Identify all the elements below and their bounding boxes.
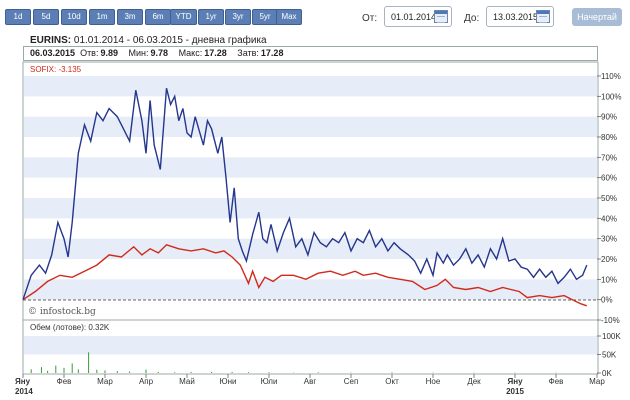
grid-band xyxy=(24,279,597,300)
x-tick-label: Юни xyxy=(220,377,237,386)
chart-header: EURINS: 01.01.2014 - 06.03.2015 - дневна… xyxy=(30,35,267,46)
range-button-3m[interactable]: 3m xyxy=(117,9,143,25)
y-tick-label: 10% xyxy=(601,275,617,284)
from-date-value: 01.01.2014 xyxy=(391,12,437,22)
y-tick-label: 60% xyxy=(601,174,617,183)
to-date-input[interactable]: 13.03.2015 xyxy=(486,6,554,27)
y-tick-label: 70% xyxy=(601,153,617,162)
x-tick-label: Мар xyxy=(97,377,113,386)
x-tick-label: Яну xyxy=(507,377,523,386)
open-label: Отв: xyxy=(80,48,99,58)
to-label: До: xyxy=(464,13,480,24)
watermark: © infostock.bg xyxy=(28,307,96,317)
grid-band xyxy=(24,76,597,97)
y-tick-label: 50% xyxy=(601,194,617,203)
x-tick-label: Авг xyxy=(304,377,317,386)
range-button-1yr[interactable]: 1yr xyxy=(198,9,224,25)
quote-date: 06.03.2015 xyxy=(30,48,76,58)
x-year-label: 2015 xyxy=(506,387,524,396)
grid-band xyxy=(24,116,597,137)
x-tick-label: Окт xyxy=(385,377,399,386)
volume-tick-label: 50K xyxy=(602,351,617,360)
calendar-icon[interactable] xyxy=(434,10,448,23)
close-value: 17.28 xyxy=(260,48,284,58)
y-tick-label: 20% xyxy=(601,255,617,264)
quote-info-bar: 06.03.2015 Отв: 9.89 Мин: 9.78 Макс: 17.28 … xyxy=(23,46,598,61)
x-tick-label: Фев xyxy=(57,377,72,386)
grid-band xyxy=(24,198,597,219)
x-tick-label: Юли xyxy=(261,377,278,386)
y-tick-label: 90% xyxy=(601,113,617,122)
min-label: Мин: xyxy=(128,48,149,58)
x-tick-label: Май xyxy=(179,377,195,386)
volume-tick-label: 100K xyxy=(602,332,621,341)
range-button-1m[interactable]: 1m xyxy=(89,9,115,25)
y-tick-label: 40% xyxy=(601,214,617,223)
grid-band xyxy=(24,238,597,259)
toolbar: 1d 5d 10d 1m 3m 6m YTD 1yr 3yr 5yr Max От: 01.01.2… xyxy=(0,0,630,40)
y-tick-label: 30% xyxy=(601,235,617,244)
min-value: 9.78 xyxy=(150,48,169,58)
x-tick-label: Дек xyxy=(467,377,481,386)
close-label: Затв: xyxy=(237,48,259,58)
range-button-10d[interactable]: 10d xyxy=(61,9,87,25)
x-year-label: 2014 xyxy=(15,387,33,396)
range-button-max[interactable]: Max xyxy=(276,9,302,25)
grid-band xyxy=(24,336,597,355)
x-tick-label: Апр xyxy=(139,377,154,386)
draw-button[interactable]: Начертай xyxy=(572,8,622,26)
max-value: 17.28 xyxy=(204,48,227,58)
y-tick-label: 80% xyxy=(601,133,617,142)
y-tick-label: 100% xyxy=(601,92,621,101)
x-tick-label: Яну xyxy=(15,377,31,386)
y-tick-label: -10% xyxy=(601,316,620,325)
range-button-1d[interactable]: 1d xyxy=(5,9,31,25)
grid-band xyxy=(24,157,597,178)
y-tick-label: 110% xyxy=(601,72,621,81)
x-tick-label: Сеп xyxy=(344,377,359,386)
range-button-3yr[interactable]: 3yr xyxy=(225,9,251,25)
y-tick-label: 0% xyxy=(601,296,613,305)
range-button-5d[interactable]: 5d xyxy=(33,9,59,25)
x-tick-label: Мар xyxy=(589,377,605,386)
eurins-series-line xyxy=(22,88,588,300)
sofix-legend: SOFIX: -3.135 xyxy=(30,65,82,74)
symbol-name: EURINS: xyxy=(30,35,72,46)
open-value: 9.89 xyxy=(100,48,118,58)
from-label: От: xyxy=(362,13,378,24)
calendar-icon[interactable] xyxy=(536,10,550,23)
period-text: 01.01.2014 - 06.03.2015 - дневна графика xyxy=(73,35,267,46)
range-button-ytd[interactable]: YTD xyxy=(170,9,197,25)
x-tick-label: Ное xyxy=(426,377,441,386)
x-tick-label: Фев xyxy=(549,377,564,386)
volume-tick-label: 0K xyxy=(602,369,612,378)
volume-label: Обем (лотове): 0.32K xyxy=(30,323,110,332)
to-date-value: 13.03.2015 xyxy=(493,12,539,22)
max-label: Макс: xyxy=(178,48,203,58)
volume-panel-frame xyxy=(22,319,599,375)
from-date-input[interactable]: 01.01.2014 xyxy=(384,6,452,27)
sofix-series-line xyxy=(22,244,588,307)
